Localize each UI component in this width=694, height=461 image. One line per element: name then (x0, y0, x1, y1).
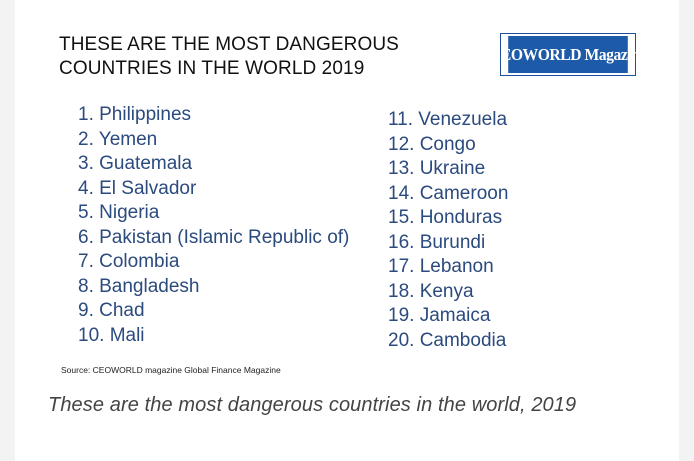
countries-list-11-20: 11. Venezuela 12. Congo 13. Ukraine 14. … (388, 108, 508, 353)
list-item: 8. Bangladesh (78, 275, 200, 297)
list-item: 17. Lebanon (388, 256, 494, 277)
list-item: 5. Nigeria (78, 202, 160, 223)
list-item: 6. Pakistan (Islamic Republic of) (78, 226, 350, 248)
list-item: 15. Honduras (388, 207, 503, 228)
list-item: 4. El Salvador (78, 177, 197, 199)
ceoworld-logo: CEOWORLD Magazine (490, 33, 646, 76)
list-item: 11. Venezuela (388, 109, 508, 130)
logo-text: CEOWORLD Magazine (490, 36, 646, 73)
list-item: 10. Mali (78, 324, 145, 346)
list-item: 19. Jamaica (388, 305, 491, 326)
list-item: 20. Cambodia (388, 329, 507, 351)
list-item: 12. Congo (388, 133, 476, 155)
list-item: 9. Chad (78, 300, 145, 321)
figure-title-line-2: COUNTRIES IN THE WORLD 2019 (59, 58, 365, 79)
list-item: 1. Philippines (78, 104, 192, 125)
list-item: 2. Yemen (78, 128, 158, 150)
source-note: Source: CEOWORLD magazine Global Finance… (61, 365, 281, 375)
list-item: 14. Cameroon (388, 182, 509, 204)
image-caption: These are the most dangerous countries i… (48, 394, 577, 416)
figure-title: THESE ARE THE MOST DANGEROUS COUNTRIES I… (59, 33, 399, 81)
figure-title-line-1: THESE ARE THE MOST DANGEROUS (59, 34, 399, 55)
list-item: 7. Colombia (78, 251, 180, 272)
list-item: 18. Kenya (388, 280, 474, 302)
article-image-card: THESE ARE THE MOST DANGEROUS COUNTRIES I… (15, 0, 679, 461)
list-item: 13. Ukraine (388, 158, 486, 179)
list-item: 16. Burundi (388, 231, 486, 253)
countries-list-1-10: 1. Philippines 2. Yemen 3. Guatemala 4. … (78, 103, 349, 348)
list-item: 3. Guatemala (78, 153, 193, 174)
